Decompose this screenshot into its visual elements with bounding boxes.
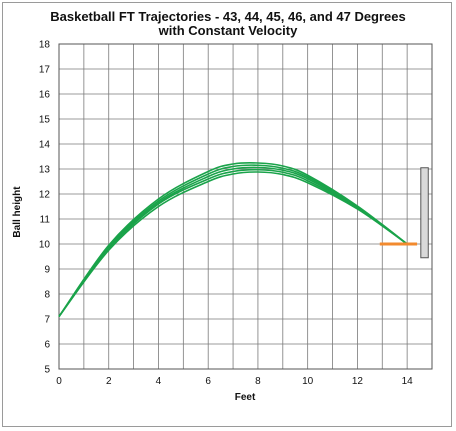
y-tick-label: 15 bbox=[39, 115, 51, 126]
x-tick-label: 2 bbox=[106, 376, 112, 387]
plot-border bbox=[58, 43, 433, 370]
x-tick-label: 0 bbox=[56, 376, 62, 387]
y-tick-label: 12 bbox=[39, 190, 51, 201]
y-tick-label: 16 bbox=[39, 90, 51, 101]
x-tick-label: 6 bbox=[205, 376, 211, 387]
y-tick-label: 11 bbox=[40, 215, 51, 226]
y-tick-label: 9 bbox=[44, 265, 50, 276]
chart-frame bbox=[2, 2, 452, 427]
trajectory-44-deg bbox=[58, 168, 408, 317]
x-tick-label: 14 bbox=[402, 376, 414, 387]
x-tick-label: 12 bbox=[352, 376, 364, 387]
trajectory-46-deg bbox=[58, 164, 408, 317]
hoop bbox=[379, 167, 429, 259]
chart-title: Basketball FT Trajectories - 43, 44, 45,… bbox=[50, 9, 406, 24]
y-tick-label: 13 bbox=[39, 165, 51, 176]
y-tick-label: 10 bbox=[39, 240, 51, 251]
x-tick-label: 10 bbox=[302, 376, 314, 387]
y-tick-label: 7 bbox=[44, 315, 50, 326]
trajectory-series bbox=[58, 161, 408, 317]
y-tick-label: 18 bbox=[39, 40, 51, 51]
y-axis-ticks: 5 6 7 8 9 10 11 12 13 14 15 16 17 18 bbox=[39, 40, 51, 376]
backboard bbox=[420, 167, 429, 259]
trajectory-43-deg bbox=[58, 171, 408, 317]
chart-subtitle: with Constant Velocity bbox=[158, 23, 298, 38]
x-axis-title: Feet bbox=[235, 392, 256, 403]
y-tick-label: 17 bbox=[39, 65, 51, 76]
y-tick-label: 6 bbox=[44, 340, 50, 351]
trajectory-47-deg bbox=[58, 161, 408, 317]
trajectory-45-deg bbox=[58, 166, 408, 317]
y-tick-label: 14 bbox=[39, 140, 51, 151]
y-axis-title: Ball height bbox=[12, 186, 23, 238]
x-tick-label: 4 bbox=[156, 376, 162, 387]
x-tick-label: 8 bbox=[255, 376, 261, 387]
y-tick-label: 8 bbox=[44, 290, 50, 301]
grid bbox=[58, 43, 433, 370]
x-axis-ticks: 0 2 4 6 8 10 12 14 bbox=[56, 376, 413, 387]
y-tick-label: 5 bbox=[44, 365, 50, 376]
